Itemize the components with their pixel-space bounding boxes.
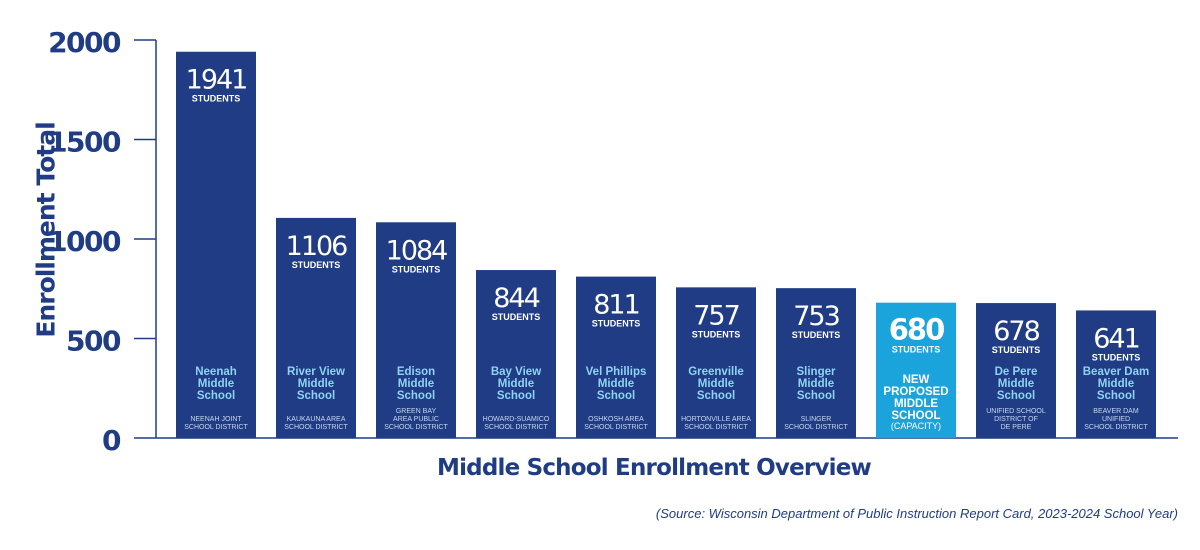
y-tick-label: 1000 [48,225,121,258]
district-label: KAUKAUNA AREA [287,416,346,423]
value-label: 641 [1093,323,1139,354]
school-name-label: School [697,390,735,402]
value-label: 1084 [386,235,448,266]
bar [576,276,656,438]
school-name-label: School [797,390,835,402]
bar [176,51,256,439]
value-unit-label: STUDENTS [992,345,1041,355]
school-name-label: School [197,390,235,402]
school-name-label: Middle [298,378,334,390]
school-name-label: School [497,390,535,402]
bar [476,270,556,438]
value-unit-label: STUDENTS [1092,352,1141,362]
value-unit-label: STUDENTS [692,329,741,339]
value-unit-label: STUDENTS [592,319,641,329]
school-name-label: Middle [698,378,734,390]
y-axis-label: Enrollment Total [31,122,61,338]
y-tick-label: 500 [66,325,121,358]
district-label: HOWARD-SUAMICO [483,416,550,423]
school-name-label: Bay View [491,366,541,378]
chart-title: Middle School Enrollment Overview [436,455,872,481]
value-unit-label: STUDENTS [492,312,541,322]
value-label: 680 [889,313,944,347]
district-label: OSHKOSH AREA [588,416,644,423]
school-name-label: PROPOSED [883,386,948,398]
school-name-label: School [997,390,1035,402]
bar [676,287,756,438]
district-label: SCHOOL DISTRICT [284,424,348,431]
value-label: 811 [593,290,639,321]
school-name-label: Middle [998,378,1034,390]
value-label: 1106 [286,231,348,262]
district-label: (CAPACITY) [891,421,941,431]
value-unit-label: STUDENTS [292,260,341,270]
school-name-label: School [1097,390,1135,402]
district-label: GREEN BAY [396,408,437,415]
y-tick-label: 1500 [48,126,121,159]
district-label: SCHOOL DISTRICT [184,424,248,431]
school-name-label: Vel Phillips [586,366,647,378]
school-name-label: Middle [798,378,834,390]
school-name-label: NEW [903,374,930,386]
value-label: 757 [693,300,739,331]
school-name-label: Beaver Dam [1083,366,1149,378]
school-name-label: Middle [498,378,534,390]
district-label: HORTONVILLE AREA [681,416,751,423]
bar [376,222,456,438]
district-label: DISTRICT OF [994,416,1038,423]
district-label: UNIFIED SCHOOL [986,408,1046,415]
district-label: DE PERE [1001,424,1032,431]
district-label: BEAVER DAM [1093,408,1139,415]
district-label: SCHOOL DISTRICT [384,424,448,431]
district-label: SCHOOL DISTRICT [784,424,848,431]
school-name-label: River View [287,366,345,378]
school-name-label: Middle [398,378,434,390]
value-unit-label: STUDENTS [192,94,241,104]
school-name-label: Middle [598,378,634,390]
value-label: 1941 [186,65,247,96]
bar [1076,310,1156,438]
school-name-label: Edison [397,366,435,378]
district-label: SCHOOL DISTRICT [684,424,748,431]
school-name-label: Middle [1098,378,1134,390]
bar [776,288,856,438]
value-unit-label: STUDENTS [792,330,841,340]
school-name-label: School [397,390,435,402]
district-label: SLINGER [801,416,832,423]
school-name-label: MIDDLE [894,398,938,410]
school-name-label: Neenah [195,366,237,378]
district-label: SCHOOL DISTRICT [584,424,648,431]
y-tick-label: 0 [102,424,121,457]
school-name-label: School [297,390,335,402]
school-name-label: School [597,390,635,402]
bar [876,302,956,438]
district-label: AREA PUBLIC [393,416,439,423]
source-note: (Source: Wisconsin Department of Public … [655,506,1178,521]
school-name-label: Middle [198,378,234,390]
y-tick-label: 2000 [48,26,121,59]
school-name-label: Greenville [688,366,744,378]
value-label: 844 [493,283,539,314]
district-label: NEENAH JOINT [190,416,242,423]
value-label: 678 [993,316,1039,347]
school-name-label: Slinger [797,366,837,378]
value-label: 753 [793,301,839,332]
bar [976,303,1056,438]
district-label: SCHOOL DISTRICT [1084,424,1148,431]
bar [276,217,356,438]
school-name-label: SCHOOL [891,410,940,422]
school-name-label: De Pere [995,366,1038,378]
value-unit-label: STUDENTS [892,345,941,355]
district-label: UNIFIED [1102,416,1130,423]
value-unit-label: STUDENTS [392,264,441,274]
district-label: SCHOOL DISTRICT [484,424,548,431]
